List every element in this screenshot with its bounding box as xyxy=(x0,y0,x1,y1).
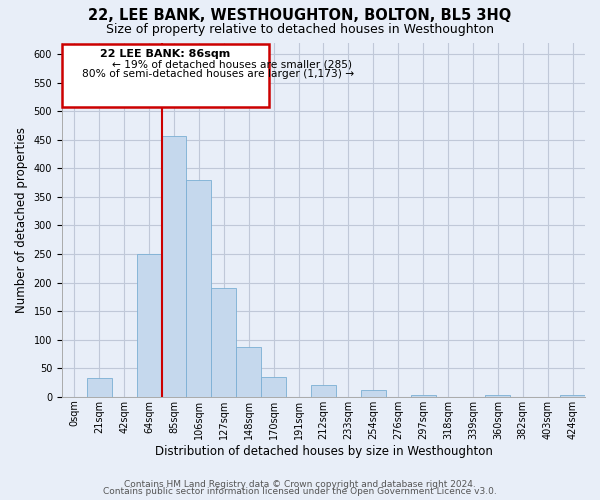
Bar xyxy=(361,390,386,397)
Bar xyxy=(560,395,585,397)
Bar xyxy=(485,394,510,397)
Bar xyxy=(137,254,161,397)
Text: Size of property relative to detached houses in Westhoughton: Size of property relative to detached ho… xyxy=(106,22,494,36)
Bar xyxy=(211,288,236,397)
Text: 80% of semi-detached houses are larger (1,173) →: 80% of semi-detached houses are larger (… xyxy=(82,70,354,80)
Text: 22, LEE BANK, WESTHOUGHTON, BOLTON, BL5 3HQ: 22, LEE BANK, WESTHOUGHTON, BOLTON, BL5 … xyxy=(88,8,512,22)
Text: Contains HM Land Registry data © Crown copyright and database right 2024.: Contains HM Land Registry data © Crown c… xyxy=(124,480,476,489)
Text: Contains public sector information licensed under the Open Government Licence v3: Contains public sector information licen… xyxy=(103,487,497,496)
Text: 22 LEE BANK: 86sqm: 22 LEE BANK: 86sqm xyxy=(100,49,230,59)
Bar xyxy=(410,395,436,397)
Bar xyxy=(161,136,187,397)
X-axis label: Distribution of detached houses by size in Westhoughton: Distribution of detached houses by size … xyxy=(155,444,493,458)
Bar xyxy=(87,378,112,397)
Bar xyxy=(236,346,261,397)
Bar xyxy=(311,386,336,397)
Bar xyxy=(261,377,286,397)
Text: ← 19% of detached houses are smaller (285): ← 19% of detached houses are smaller (28… xyxy=(112,59,352,69)
Bar xyxy=(187,180,211,397)
Y-axis label: Number of detached properties: Number of detached properties xyxy=(15,126,28,312)
FancyBboxPatch shape xyxy=(62,44,269,106)
